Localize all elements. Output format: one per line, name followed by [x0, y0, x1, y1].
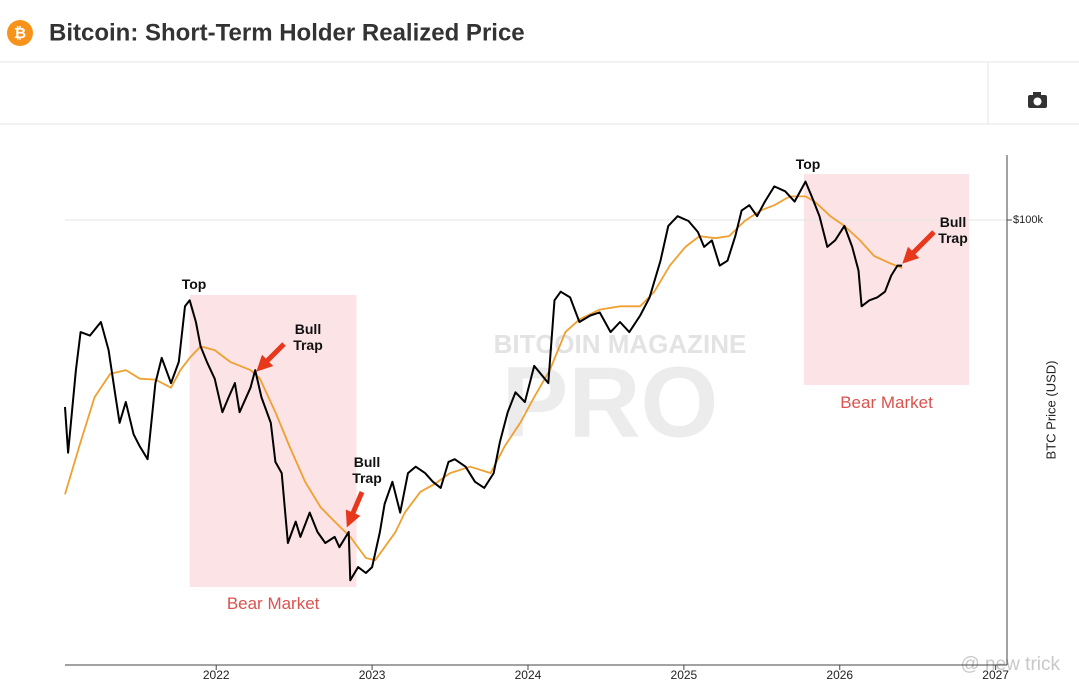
watermark: PRO	[502, 346, 719, 458]
annotation: Top	[795, 156, 821, 172]
y-axis-label: BTC Price (USD)	[1043, 361, 1058, 460]
x-tick-label: 2027	[982, 668, 1009, 682]
x-tick-label: 2022	[203, 668, 230, 682]
x-tick-label: 2023	[359, 668, 386, 682]
bitcoin-icon	[7, 20, 33, 46]
watermark: @ new trick	[960, 654, 1060, 675]
bitcoin-icon-glyph: ₿	[14, 25, 26, 42]
watermark: BITCOIN MAGAZINE	[494, 329, 747, 359]
annotation-arrow	[345, 491, 365, 528]
y-tick-label: $100k	[1013, 214, 1043, 226]
x-tick-label: 2026	[826, 668, 853, 682]
bear-market-label: Bear Market	[840, 393, 933, 412]
x-tick-label: 2025	[671, 668, 698, 682]
camera-icon[interactable]	[1028, 92, 1047, 108]
price-line	[64, 195, 903, 562]
camera-top[interactable]	[1033, 92, 1041, 96]
annotation: Bull Trap	[938, 214, 968, 246]
bear-market-label: Bear Market	[226, 594, 320, 613]
annotation: Bull Trap	[293, 321, 323, 353]
price-line	[64, 180, 903, 582]
annotation-arrow	[256, 342, 286, 372]
x-tick-label: 2024	[515, 668, 542, 682]
annotation: Top	[181, 276, 207, 292]
camera-lens[interactable]	[1033, 97, 1042, 106]
annotation-arrow	[902, 230, 936, 264]
annotation: Bull Trap	[352, 454, 382, 486]
bear-market-region	[803, 174, 970, 385]
page-title: Bitcoin: Short-Term Holder Realized Pric…	[49, 19, 525, 46]
